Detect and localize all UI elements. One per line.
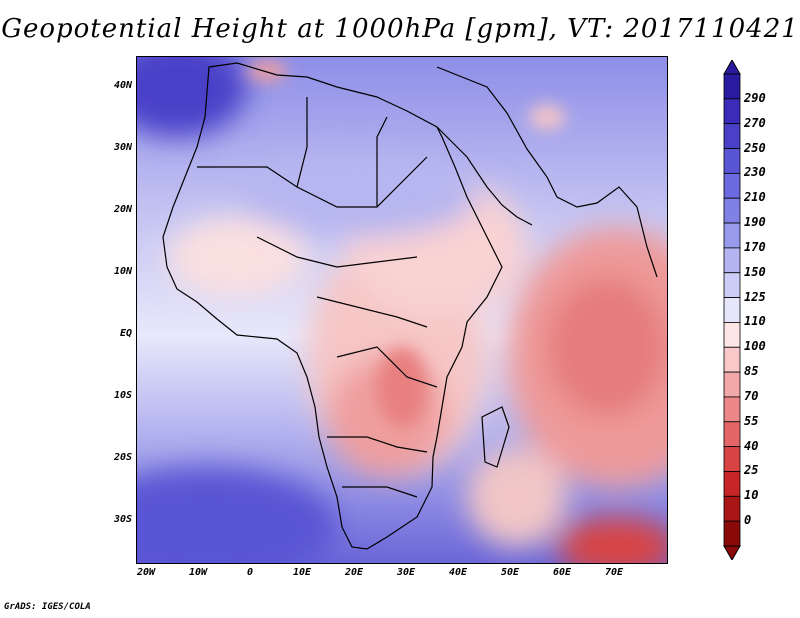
height-field	[137, 57, 667, 563]
colorbar-segment	[723, 471, 741, 497]
colorbar-top-arrow	[723, 60, 741, 75]
colorbar-level-label: 270	[744, 115, 766, 130]
colorbar-segment	[723, 247, 741, 274]
colorbar-segment	[723, 222, 741, 249]
lon-label-20w: 20W	[136, 567, 156, 578]
lon-label-70e: 70E	[604, 567, 624, 578]
map-title: Geopotential Height at 1000hPa [gpm], VT…	[1, 14, 799, 44]
lat-label-20n: 20N	[113, 204, 132, 215]
colorbar	[723, 60, 741, 560]
colorbar-segment	[723, 346, 741, 373]
colorbar-level-label: 70	[744, 388, 759, 403]
colorbar-level-label: 210	[744, 190, 766, 205]
lon-label-50e: 50E	[500, 567, 520, 578]
lon-label-10w: 10W	[188, 567, 208, 578]
colorbar-segment	[723, 272, 741, 298]
colorbar-segment	[723, 396, 741, 423]
colorbar-level-label: 100	[744, 339, 766, 354]
colorbar-level-label: 10	[744, 488, 759, 503]
lat-label-30n: 30N	[113, 142, 132, 153]
lat-label-20s: 20S	[113, 452, 132, 463]
colorbar-level-label: 170	[744, 239, 766, 254]
colorbar-segment	[723, 297, 741, 323]
colorbar-segment	[723, 148, 741, 174]
colorbar-level-label: 110	[744, 314, 766, 329]
lon-label-0: 0	[246, 567, 254, 578]
colorbar-level-label: 150	[744, 264, 766, 279]
lon-label-10e: 10E	[292, 567, 312, 578]
colorbar-segment	[723, 371, 741, 398]
colorbar-level-label: 85	[744, 364, 759, 379]
colorbar-level-label: 0	[744, 513, 752, 528]
colorbar-level-label: 25	[744, 463, 759, 478]
colorbar-segment	[723, 73, 741, 100]
colorbar-level-label: 125	[744, 289, 766, 304]
colorbar-segment	[723, 123, 741, 149]
colorbar-segment	[723, 322, 741, 348]
lon-label-20e: 20E	[344, 567, 364, 578]
colorbar-bottom-arrow	[723, 545, 741, 560]
lat-label-40n: 40N	[113, 80, 132, 91]
colorbar-level-label: 290	[744, 90, 766, 105]
lat-label-30s: 30S	[113, 514, 132, 525]
lat-label-eq: EQ	[119, 328, 132, 339]
lat-label-10s: 10S	[113, 390, 132, 401]
map-panel	[136, 56, 668, 564]
colorbar-level-label: 40	[744, 438, 759, 453]
coastlines-and-borders	[162, 62, 658, 550]
lat-label-10n: 10N	[113, 266, 132, 277]
colorbar-segment	[723, 421, 741, 448]
lon-label-40e: 40E	[448, 567, 468, 578]
lon-label-30e: 30E	[396, 567, 416, 578]
colorbar-segment	[723, 446, 741, 472]
colorbar-segment	[723, 197, 741, 224]
colorbar-segment	[723, 495, 741, 522]
colorbar-level-label: 190	[744, 215, 766, 230]
colorbar-segment	[723, 172, 741, 199]
lon-label-60e: 60E	[552, 567, 572, 578]
colorbar-level-label: 250	[744, 140, 766, 155]
colorbar-level-label: 230	[744, 165, 766, 180]
colorbar-segment	[723, 520, 741, 547]
colorbar-level-label: 55	[744, 413, 759, 428]
colorbar-segment	[723, 98, 741, 125]
grads-credit: GrADS: IGES/COLA	[4, 602, 91, 612]
